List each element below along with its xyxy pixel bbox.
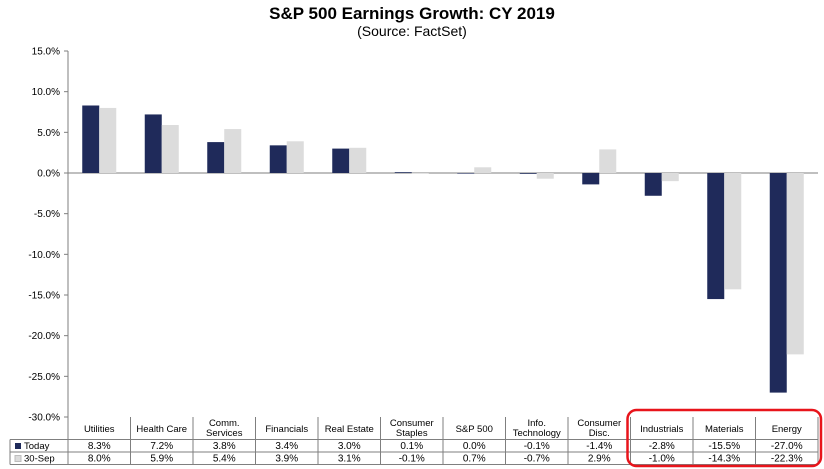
data-table-value: 0.7%	[463, 454, 486, 465]
bar-today	[457, 173, 475, 174]
bar-30-sep	[349, 147, 367, 173]
category-label: Consumer	[577, 418, 621, 429]
category-label: S&P 500	[456, 424, 493, 435]
data-table-value: 3.9%	[275, 454, 298, 465]
data-table-value: 3.4%	[275, 441, 298, 452]
y-tick-label: -10.0%	[28, 250, 60, 261]
y-tick-label: -25.0%	[28, 372, 60, 383]
data-table-value: -22.3%	[771, 454, 803, 465]
bar-today	[207, 142, 225, 173]
category-label: Consumer	[390, 418, 434, 429]
data-table-value: 7.2%	[150, 441, 173, 452]
data-table-value: -14.3%	[708, 454, 740, 465]
data-table-value: 0.1%	[400, 441, 423, 452]
data-table-value: 8.3%	[88, 441, 111, 452]
y-tick-label: 5.0%	[37, 128, 60, 139]
bar-30-sep	[161, 125, 179, 173]
y-tick-label: 10.0%	[32, 87, 60, 98]
highlight-box	[626, 408, 823, 468]
bar-30-sep	[99, 107, 117, 173]
data-table-value: -27.0%	[771, 441, 803, 452]
y-tick-label: 0.0%	[37, 169, 60, 180]
y-tick-label: -20.0%	[28, 331, 60, 342]
chart-subtitle: (Source: FactSet)	[357, 23, 467, 39]
category-label: Disc.	[589, 428, 610, 439]
data-table-value: -2.8%	[649, 441, 675, 452]
category-label: Technology	[513, 428, 561, 439]
y-tick-label: -5.0%	[34, 209, 60, 220]
bar-today	[269, 145, 287, 173]
data-table-value: 5.9%	[150, 454, 173, 465]
data-table-value: -1.0%	[649, 454, 675, 465]
bar-30-sep	[286, 141, 304, 173]
category-label: Industrials	[640, 424, 684, 435]
bar-30-sep	[536, 173, 554, 179]
bar-today	[332, 148, 350, 173]
chart-title: S&P 500 Earnings Growth: CY 2019	[269, 4, 555, 23]
y-tick-label: 15.0%	[32, 47, 60, 58]
data-table-value: -0.1%	[399, 454, 425, 465]
data-table-value: 3.0%	[338, 441, 361, 452]
data-table-value: -1.4%	[586, 441, 612, 452]
data-table-value: 2.9%	[588, 454, 611, 465]
category-label: Services	[206, 428, 243, 439]
legend-key-today	[15, 443, 21, 449]
data-table-value: -0.1%	[524, 441, 550, 452]
category-label: Comm.	[209, 418, 240, 429]
bar-today	[582, 173, 600, 185]
legend-label-today: Today	[24, 441, 50, 452]
y-tick-label: -30.0%	[28, 413, 60, 424]
bar-30-sep	[474, 167, 492, 173]
legend-key-30-sep	[14, 455, 22, 462]
category-label: Health Care	[136, 424, 187, 435]
data-table-value: 3.8%	[213, 441, 236, 452]
data-table-value: 3.1%	[338, 454, 361, 465]
category-label: Utilities	[84, 424, 115, 435]
bar-today	[707, 173, 725, 300]
bar-30-sep	[599, 149, 617, 173]
legend-label-30-sep: 30-Sep	[24, 454, 55, 465]
bar-today	[394, 172, 412, 173]
bar-today	[144, 114, 162, 173]
bar-today	[644, 173, 662, 196]
category-label: Staples	[396, 428, 428, 439]
bar-30-sep	[224, 129, 242, 173]
y-tick-label: -15.0%	[28, 291, 60, 302]
category-label: Materials	[705, 424, 744, 435]
bar-today	[769, 173, 787, 393]
bar-today	[519, 173, 537, 174]
bar-30-sep	[411, 173, 429, 174]
category-label: Info.	[528, 418, 547, 429]
data-table-value: 0.0%	[463, 441, 486, 452]
bar-today	[82, 105, 100, 173]
data-table-value: -15.5%	[708, 441, 740, 452]
data-table-value: 5.4%	[213, 454, 236, 465]
category-label: Financials	[265, 424, 308, 435]
category-label: Energy	[772, 424, 802, 435]
data-table-value: -0.7%	[524, 454, 550, 465]
category-label: Real Estate	[325, 424, 374, 435]
data-table-value: 8.0%	[88, 454, 111, 465]
bar-30-sep	[786, 173, 804, 355]
bar-30-sep	[724, 173, 742, 290]
bar-30-sep	[661, 173, 679, 182]
